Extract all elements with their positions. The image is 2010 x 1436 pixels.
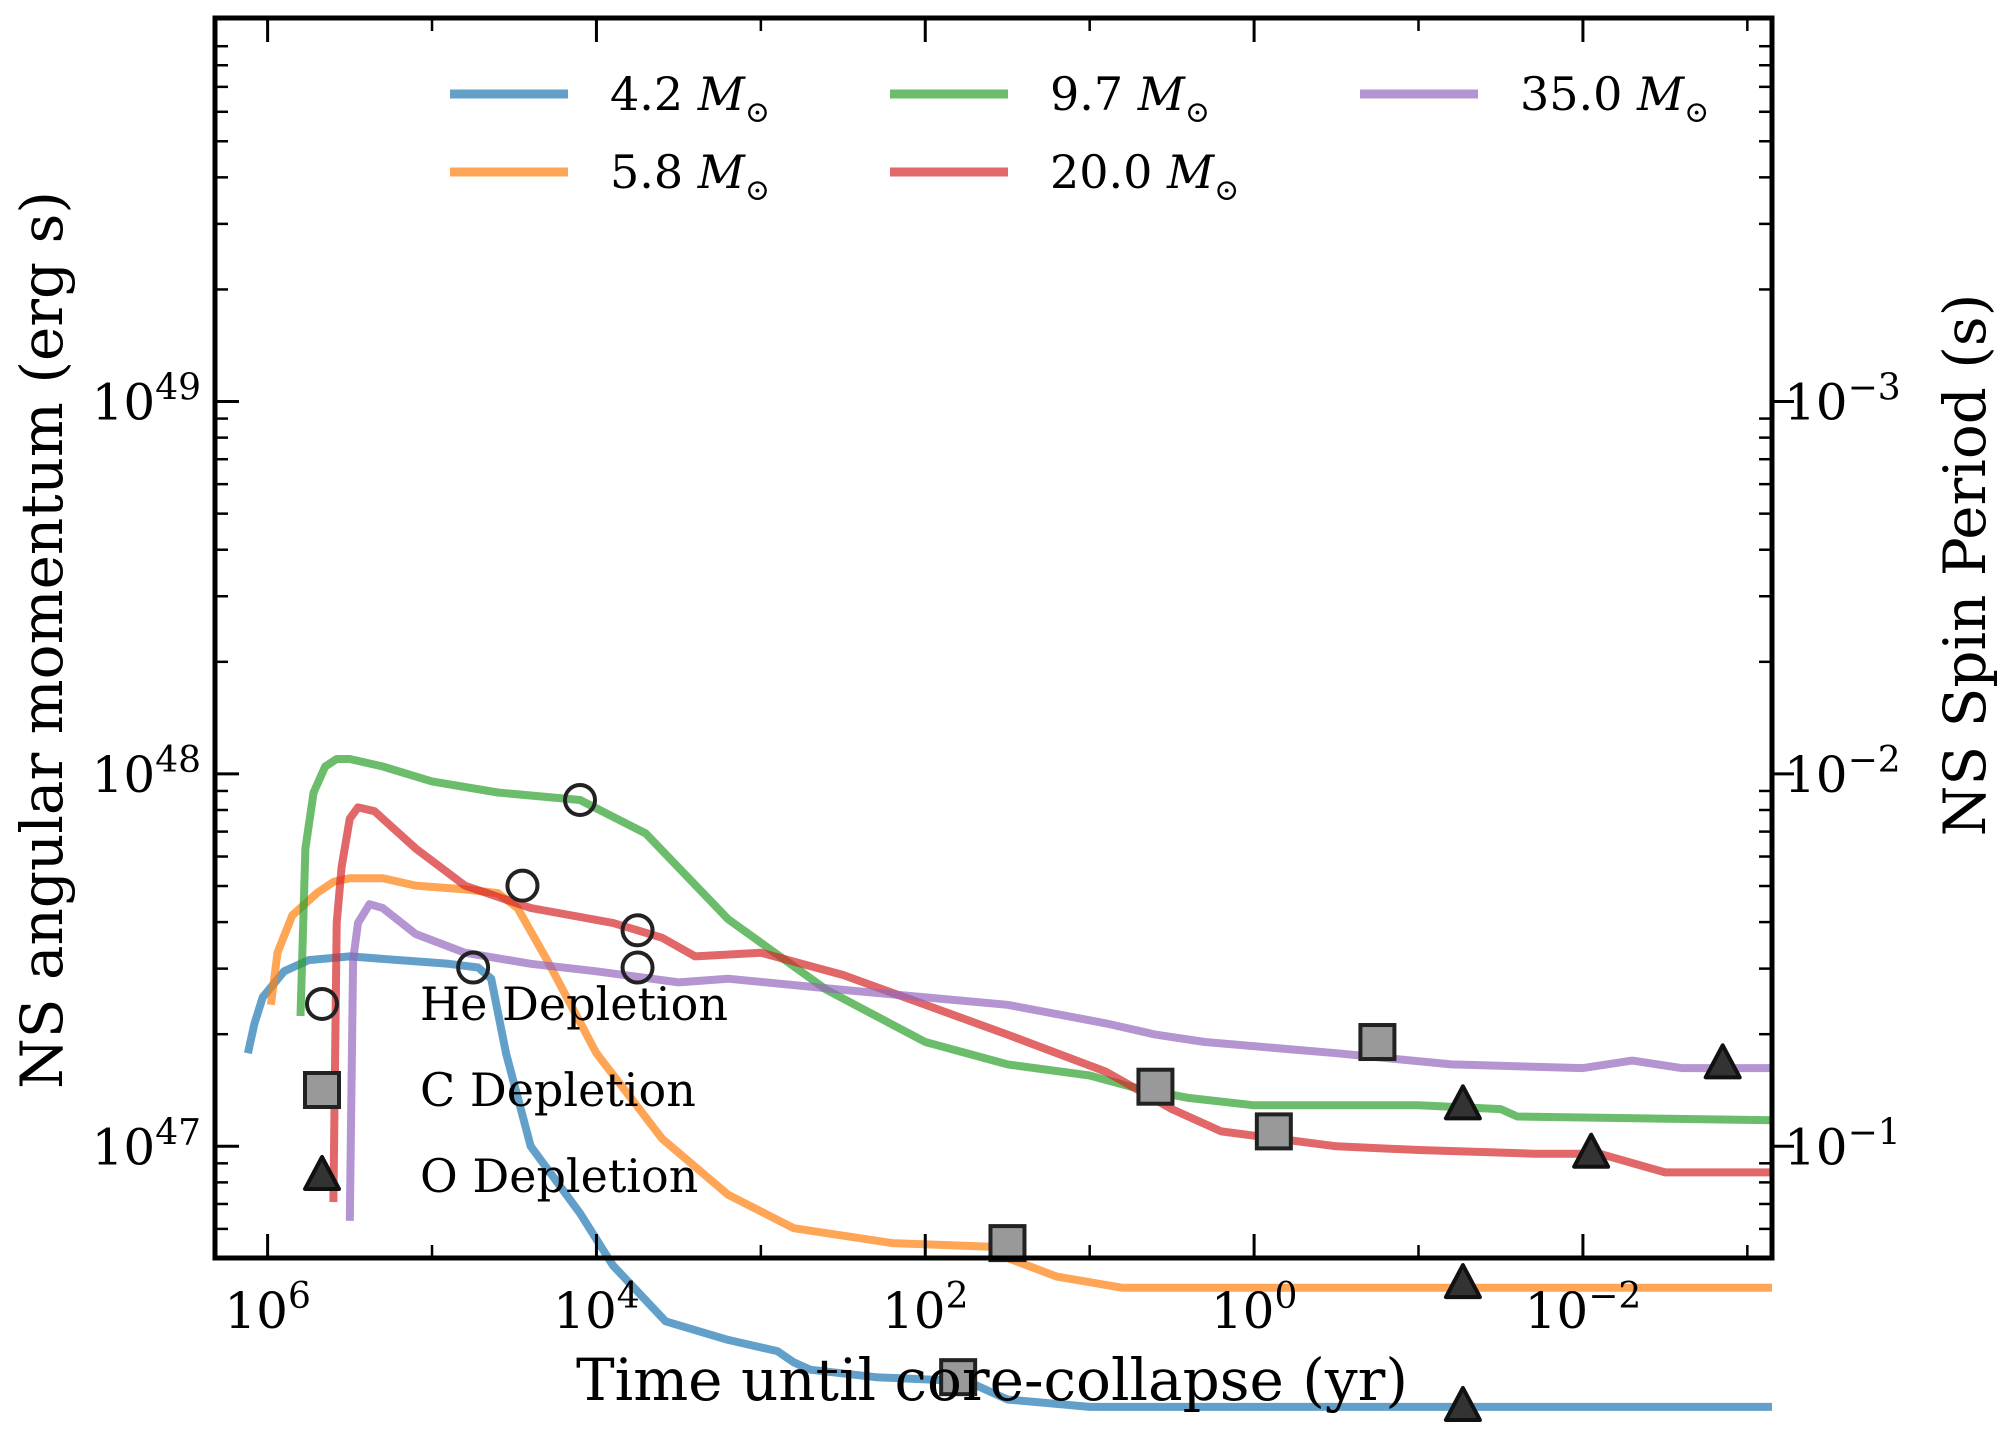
x-tick-label: 100 [1211, 1276, 1298, 1340]
legend-label-9.7: 9.7 M⊙ [1050, 67, 1210, 130]
y-right-axis-title: NS Spin Period (s) [1931, 294, 1999, 837]
square-marker-20.0 [1254, 1112, 1293, 1151]
axes-layer: 106 104 102 100 10−2 1049 1048 1047 10−3 10−2 10−1 [92, 15, 1901, 1340]
marker-legend-layer: He Depletion C Depletion O Depletion [303, 977, 728, 1203]
circle-marker-35.0 [620, 950, 655, 985]
series-layer [243, 755, 1773, 1411]
y-right-tick-label: 10−3 [1784, 368, 1901, 432]
series-line-35.0 [345, 900, 1772, 1221]
legend-label-20.0: 20.0 M⊙ [1050, 145, 1239, 208]
series-line-20.0 [329, 803, 1772, 1203]
triangle-marker-20.0 [1572, 1132, 1611, 1169]
x-tick-label: 102 [882, 1276, 969, 1340]
legend-layer: 4.2 M⊙ 9.7 M⊙ 35.0 M⊙ 5.8 M⊙ 20.0 M⊙ [450, 67, 1709, 208]
y-right-tick-label: 10−2 [1784, 740, 1901, 804]
triangle-legend-marker [303, 1155, 341, 1191]
triangle-marker-9.7 [1443, 1084, 1482, 1121]
circle-legend-marker [305, 987, 339, 1021]
legend-label-4.2: 4.2 M⊙ [610, 67, 770, 130]
circle-marker-5.8 [505, 868, 540, 903]
series-line-9.7 [296, 755, 1773, 1125]
marker-layer [456, 782, 1742, 1422]
y-right-tick-label: 10−1 [1784, 1112, 1901, 1176]
square-marker-9.7 [1136, 1067, 1175, 1106]
legend-label-35.0: 35.0 M⊙ [1520, 67, 1709, 130]
marker-legend-label: He Depletion [420, 977, 728, 1031]
marker-legend-label: O Depletion [420, 1149, 698, 1203]
square-marker-5.8 [988, 1224, 1027, 1263]
triangle-marker-35.0 [1703, 1043, 1742, 1080]
y-tick-label: 1048 [92, 740, 201, 804]
y-axis-title: NS angular momentum (erg s) [8, 191, 76, 1089]
series-line-5.8 [266, 874, 1772, 1292]
x-axis-title: Time until core-collapse (yr) [576, 1346, 1408, 1414]
y-tick-label: 1047 [92, 1112, 201, 1176]
marker-legend-label: C Depletion [420, 1063, 696, 1117]
circle-marker-20.0 [620, 913, 655, 948]
square-marker-35.0 [1358, 1023, 1397, 1062]
plot-frame [212, 15, 1775, 1261]
x-tick-label: 104 [553, 1276, 640, 1340]
series-line-4.2 [243, 952, 1772, 1411]
circle-marker-9.7 [562, 782, 597, 817]
triangle-marker-4.2 [1443, 1385, 1482, 1422]
square-legend-marker [303, 1071, 341, 1109]
y-tick-label: 1049 [92, 368, 201, 432]
x-tick-label: 10−2 [1525, 1276, 1642, 1340]
legend-label-5.8: 5.8 M⊙ [610, 145, 770, 208]
square-marker-4.2 [939, 1358, 978, 1397]
circle-marker-4.2 [456, 950, 491, 985]
x-tick-label: 106 [224, 1276, 311, 1340]
triangle-marker-5.8 [1443, 1263, 1482, 1300]
